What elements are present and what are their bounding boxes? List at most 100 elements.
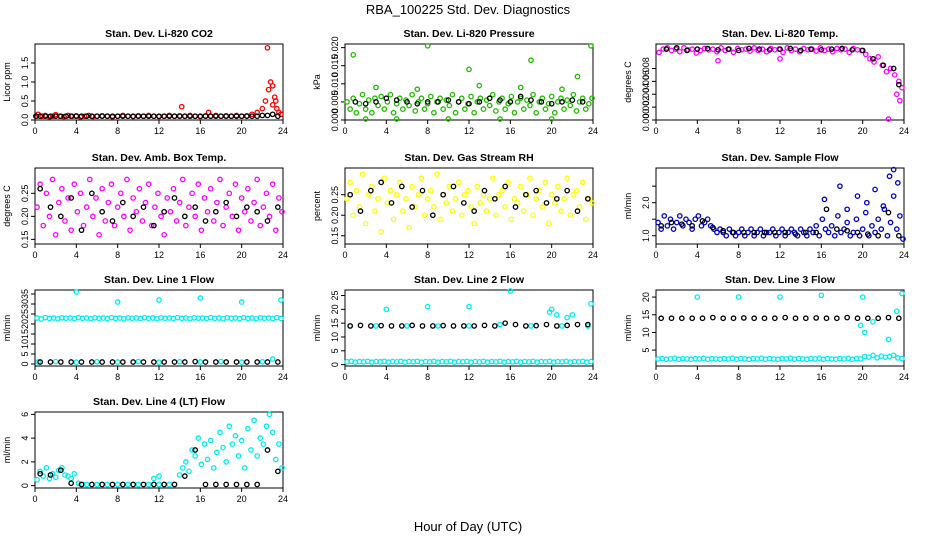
y-axis-label: ml/min	[2, 315, 12, 342]
data-point	[166, 113, 173, 120]
data-point	[455, 179, 462, 186]
data-point	[195, 181, 202, 187]
data-point	[854, 193, 861, 199]
data-point	[883, 68, 890, 75]
data-point	[362, 220, 369, 227]
data-point	[782, 314, 789, 321]
data-point	[813, 48, 820, 54]
data-point	[264, 218, 271, 224]
data-point	[49, 176, 56, 183]
data-point	[676, 48, 683, 55]
data-point	[362, 116, 369, 122]
data-point	[720, 315, 727, 322]
data-point	[373, 99, 379, 105]
data-point	[403, 195, 409, 202]
data-point	[39, 113, 46, 120]
data-point	[257, 435, 264, 441]
data-point	[204, 208, 211, 215]
y-axis-label: percent	[312, 190, 322, 221]
data-point	[528, 97, 534, 103]
data-point	[567, 102, 574, 109]
data-point	[245, 425, 251, 432]
data-point	[217, 176, 223, 183]
data-point	[569, 97, 576, 103]
data-point	[771, 229, 778, 236]
data-point	[109, 113, 116, 120]
data-point	[502, 183, 509, 190]
data-point	[887, 219, 894, 226]
data-point	[825, 229, 832, 236]
data-point	[241, 208, 248, 215]
data-point	[372, 208, 378, 214]
x-tick-label: 24	[588, 250, 598, 260]
data-point	[539, 204, 546, 210]
data-point	[409, 204, 416, 210]
data-point	[458, 212, 465, 219]
data-point	[895, 315, 902, 322]
data-point	[462, 191, 468, 198]
data-point	[233, 113, 240, 120]
data-point	[243, 359, 250, 365]
series-all	[344, 171, 595, 235]
data-point	[365, 97, 372, 103]
data-point	[279, 208, 285, 215]
data-point	[207, 113, 214, 120]
panel-1: Stan. Dev. Li-820 CO2 0 4 8 12 16 20 24 0.0 0.5 1.…	[2, 28, 288, 136]
data-point	[264, 359, 271, 365]
data-point	[161, 113, 168, 120]
data-point	[899, 355, 905, 362]
data-point	[274, 204, 281, 211]
data-point	[844, 206, 851, 213]
data-point	[373, 323, 379, 329]
data-point	[864, 315, 871, 322]
data-point	[477, 200, 484, 206]
data-point	[449, 208, 456, 214]
data-point	[489, 175, 496, 182]
x-tick-label: 8	[115, 250, 120, 260]
data-point	[254, 359, 261, 365]
data-point	[347, 191, 354, 198]
series-all	[34, 176, 285, 238]
data-point	[187, 113, 193, 120]
y-tick-label: 0.008	[641, 57, 651, 80]
x-tick-label: 16	[816, 126, 826, 136]
data-point	[99, 185, 106, 192]
data-point	[83, 113, 90, 120]
data-point	[740, 315, 747, 321]
data-point	[527, 175, 533, 182]
data-point	[375, 195, 381, 202]
data-point	[47, 113, 54, 120]
data-point	[130, 359, 137, 365]
x-tick-label: 16	[195, 126, 205, 136]
data-point	[278, 297, 284, 303]
data-point	[545, 220, 552, 227]
data-point	[802, 315, 809, 322]
data-point	[507, 288, 514, 294]
data-point	[344, 195, 350, 202]
data-point	[757, 226, 764, 232]
data-point	[150, 481, 157, 488]
data-point	[740, 229, 747, 236]
panel-title: Stan. Dev. Line 4 (LT) Flow	[93, 396, 226, 408]
data-point	[171, 481, 178, 488]
data-point	[486, 102, 493, 109]
data-point	[779, 226, 785, 232]
data-point	[78, 359, 85, 365]
data-point	[42, 113, 49, 120]
data-point	[37, 113, 44, 120]
data-point	[130, 213, 137, 220]
data-point	[853, 216, 860, 223]
plot-frame	[34, 289, 284, 367]
data-point	[344, 99, 350, 105]
y-tick-label: 20	[330, 304, 340, 314]
data-point	[897, 97, 903, 104]
data-point	[483, 208, 490, 214]
data-point	[792, 46, 799, 53]
x-tick-label: 20	[237, 372, 247, 382]
data-point	[861, 329, 868, 336]
panel-title: Stan. Dev. Li-820 Temp.	[722, 28, 838, 40]
x-tick-label: 8	[736, 126, 741, 136]
data-point	[813, 229, 820, 236]
data-point	[567, 212, 574, 219]
y-axis-label: ml/min	[312, 315, 322, 342]
